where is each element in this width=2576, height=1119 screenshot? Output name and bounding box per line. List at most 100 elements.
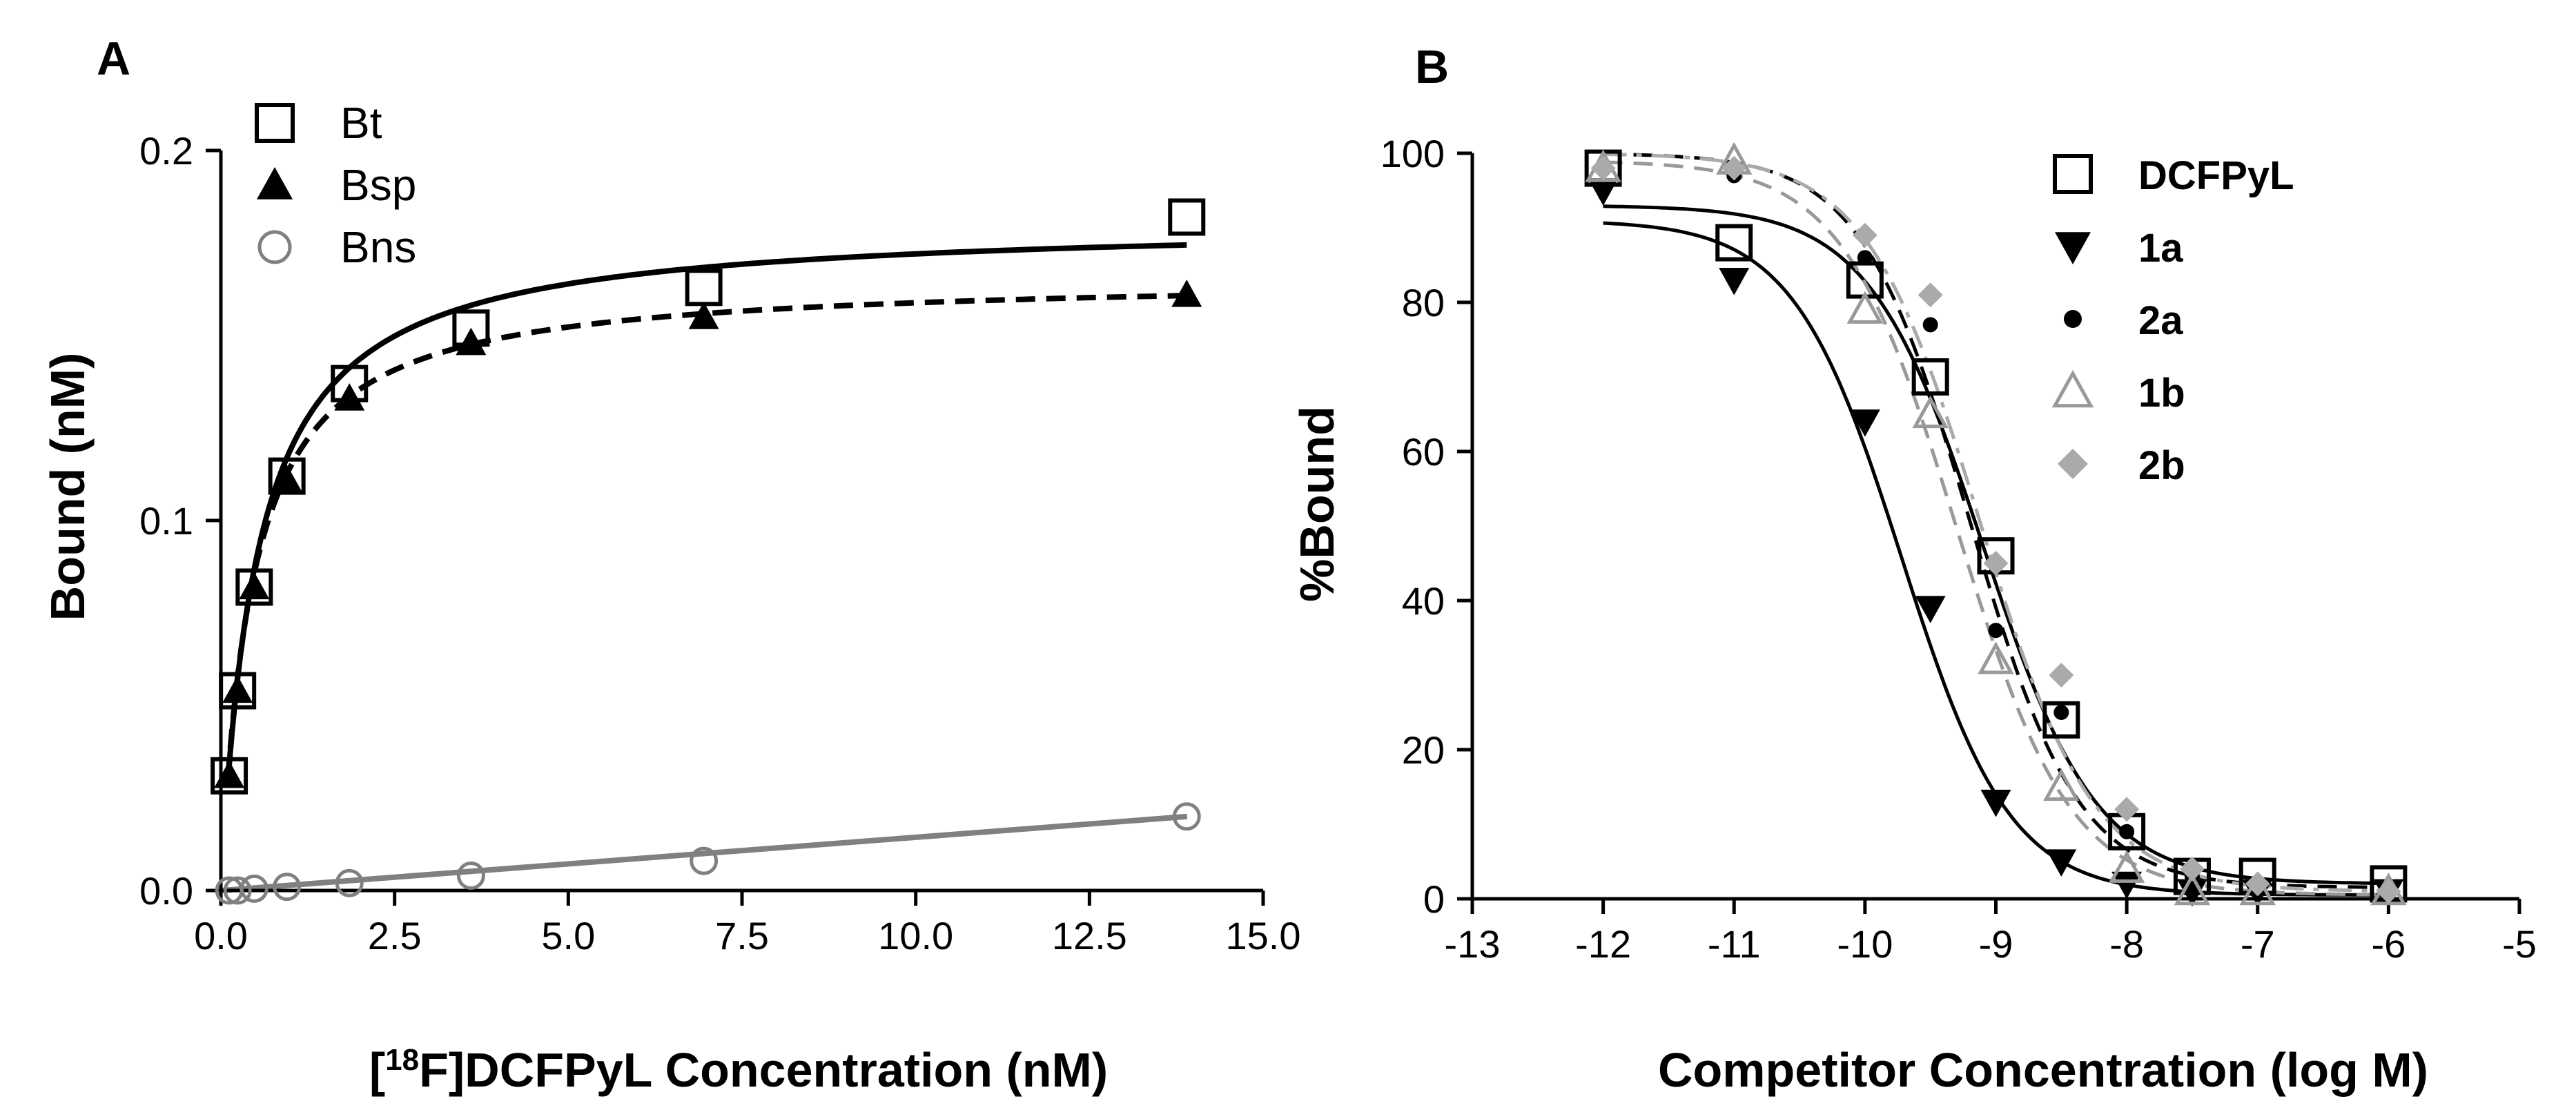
panel-a-point-bns <box>240 874 269 903</box>
panel-b-fit-line-1b <box>1603 160 2389 897</box>
panel-b-point-2b <box>1721 155 1747 181</box>
panel-b-point-1a <box>2046 849 2077 877</box>
panel-b-x-tick-label: -6 <box>2371 922 2406 966</box>
panel-a-x-title-superscript: 18 <box>385 1043 419 1077</box>
panel-b-x-tick-label: -9 <box>1979 922 2013 966</box>
panel-a-legend-marker-bns <box>257 230 292 264</box>
panel-b-y-tick-label: 0 <box>1423 877 1445 921</box>
panel-b-point-2b <box>2376 879 2401 904</box>
panel-a-x-tick-label: 2.5 <box>368 914 422 957</box>
panel-b-point-1b <box>2043 768 2080 801</box>
panel-b-data-marks <box>1584 142 2408 907</box>
panel-b-y-tick-label: 40 <box>1402 579 1445 623</box>
panel-b-point-dcfpyl <box>2042 701 2080 739</box>
panel-b-y-axis-title: %Bound <box>1290 406 1344 602</box>
panel-b-x-tick-label: -12 <box>1575 922 1631 966</box>
panel-b-point-1b <box>2174 873 2211 906</box>
panel-a-legend-marker-bt <box>255 103 295 143</box>
panel-b-fit-line-2b <box>1603 152 2389 893</box>
panel-b-legend-marker-2a <box>2064 310 2082 328</box>
panel-b-point-2b <box>2049 663 2074 688</box>
panel-b-x-tick-label: -7 <box>2241 922 2275 966</box>
panel-b-fit-lines <box>1603 152 2389 897</box>
panel-b-point-1a <box>1915 596 1946 623</box>
panel-a-point-bsp <box>1171 280 1202 307</box>
panel-b-point-1a <box>2111 871 2143 899</box>
panel-b-legend-marker-dcfpyl <box>2053 154 2093 194</box>
panel-b-y-tick-label: 80 <box>1402 281 1445 324</box>
panel-b-point-2a <box>1922 317 1938 333</box>
panel-b-point-1b <box>1978 641 2014 674</box>
panel-a-point-bns <box>273 873 302 902</box>
panel-a-legend-label-bt: Bt <box>340 98 382 148</box>
panel-b-legend-label-2b: 2b <box>2138 443 2185 488</box>
panel-b-legend-marker-1a <box>2055 232 2091 264</box>
panel-b-x-tick-label: -5 <box>2502 922 2537 966</box>
panel-a-y-tick-label: 0.1 <box>139 499 193 543</box>
panel-b-point-1a <box>1980 790 2011 817</box>
panel-a-legend-label-bns: Bns <box>340 222 416 272</box>
panel-a-point-bns <box>223 876 252 905</box>
panel-b-fit-line-dcfpyl <box>1603 204 2389 886</box>
panel-b-fit-line-2a <box>1603 152 2389 889</box>
panel-a-point-bsp <box>222 675 253 703</box>
panel-b-point-1b <box>1912 395 1949 429</box>
panel-b-y-tick-label: 60 <box>1402 430 1445 474</box>
panel-b-y-tick-label: 20 <box>1402 728 1445 772</box>
panel-a-fit-lines <box>220 242 1188 893</box>
panel-b-point-1b <box>2108 850 2145 883</box>
panel-b-point-1a <box>2176 879 2207 907</box>
panel-a-point-bt <box>211 757 248 795</box>
panel-b-y-tick-label: 100 <box>1380 132 1445 175</box>
panel-a-fit-line-bsp <box>225 293 1187 779</box>
panel-b-point-1a <box>1719 268 1750 295</box>
panel-b-point-1b <box>1846 291 1884 324</box>
panel-b-legend-label-dcfpyl: DCFPyL <box>2138 153 2294 198</box>
panel-b-point-1a <box>1849 409 1880 437</box>
panel-b-point-2a <box>1857 250 1873 266</box>
panel-b-point-2b <box>1983 551 2009 576</box>
panel-a-y-axis-title: Bound (nM) <box>41 353 95 621</box>
panel-b-point-2a <box>2119 824 2135 839</box>
panel-a-point-bsp <box>334 383 365 411</box>
panel-a-point-bns <box>690 846 719 875</box>
panel-a-point-bt <box>235 568 273 606</box>
panel-a-x-tick-label: 12.5 <box>1052 914 1127 957</box>
panel-a-axes: 0.0 2.5 5.0 7.5 10.0 12.5 15.0 0.0 0.1 0.2 <box>139 129 1300 957</box>
panel-a-point-bt <box>268 457 306 495</box>
panel-a-point-bsp <box>456 327 487 356</box>
panel-a-fit-line-bns <box>220 813 1188 893</box>
panel-a-legend-label-bsp: Bsp <box>340 160 416 210</box>
panel-b-x-tick-label: -10 <box>1837 922 1893 966</box>
panel-b-point-2b <box>1590 155 1616 181</box>
panel-a-x-tick-label: 10.0 <box>878 914 953 957</box>
panel-b-legend-label-1b: 1b <box>2138 371 2185 416</box>
panel-b-point-2b <box>1918 282 1943 308</box>
panel-b-legend: DCFPyL 1a 2a 1b 2b <box>2051 153 2294 488</box>
panel-a-point-bns <box>1172 802 1201 831</box>
panel-b-legend-marker-2b <box>2058 449 2088 479</box>
panel-a-y-tick-label: 0.0 <box>139 869 193 913</box>
panel-a-legend-marker-bsp <box>257 167 293 200</box>
panel-b-legend-label-1a: 1a <box>2138 226 2183 271</box>
panel-b-x-tick-label: -8 <box>2109 922 2144 966</box>
panel-b-point-2b <box>2179 856 2205 882</box>
panel-b-letter: B <box>1415 41 1449 93</box>
panel-b-point-2a <box>1988 623 2004 639</box>
panel-a-point-bns <box>335 868 364 897</box>
panel-a-point-bt <box>1168 198 1206 236</box>
panel-a-y-tick-label: 0.2 <box>139 129 193 173</box>
panel-a-point-bsp <box>688 302 719 329</box>
panel-b-x-tick-label: -13 <box>1445 922 1501 966</box>
panel-a-x-tick-label: 5.0 <box>541 914 595 957</box>
panel-b-point-2b <box>1852 222 1877 248</box>
panel-b-axes: -13 -12 -11 -10 -9 -8 -7 -6 -5 0 20 40 60 80 100 <box>1380 132 2537 966</box>
panel-b-point-2b <box>2245 871 2270 897</box>
panel-a-point-bt <box>219 672 257 710</box>
panel-b-legend-label-2a: 2a <box>2138 298 2183 343</box>
panel-b-x-tick-label: -11 <box>1708 922 1761 966</box>
panel-a-x-tick-label: 15.0 <box>1226 914 1301 957</box>
panel-b-point-1a <box>1588 178 1619 206</box>
panel-a: A 0.0 2.5 5.0 7.5 10.0 12.5 15.0 0.0 0.1 0.2 Bt Bs… <box>41 32 1301 1097</box>
